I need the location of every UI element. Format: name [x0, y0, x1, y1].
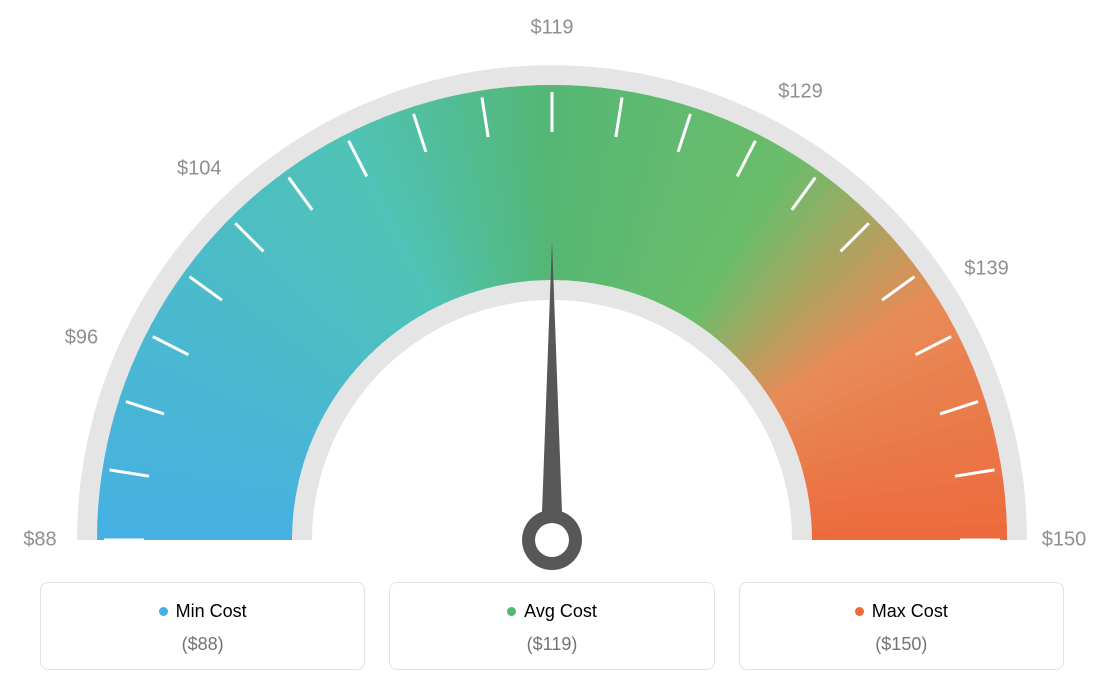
legend-dot-max — [855, 607, 864, 616]
legend-dot-min — [159, 607, 168, 616]
tick-label: $88 — [23, 529, 56, 552]
legend-row: Min Cost ($88) Avg Cost ($119) Max Cost … — [40, 582, 1064, 670]
tick-label: $129 — [778, 81, 823, 104]
gauge-chart: $88 $96 $104 $119 $129 $139 $150 — [0, 0, 1104, 580]
tick-label: $104 — [177, 157, 222, 180]
tick-label: $119 — [530, 17, 573, 40]
legend-value-max: ($150) — [750, 634, 1053, 655]
legend-dot-avg — [507, 607, 516, 616]
legend-card-avg: Avg Cost ($119) — [389, 582, 714, 670]
tick-label: $139 — [964, 258, 1009, 281]
legend-label-max: Max Cost — [872, 601, 948, 622]
legend-value-min: ($88) — [51, 634, 354, 655]
tick-label: $96 — [65, 327, 98, 350]
tick-label: $150 — [1042, 529, 1087, 552]
legend-label-min: Min Cost — [176, 601, 247, 622]
needle-ring-inner — [535, 523, 569, 557]
legend-card-min: Min Cost ($88) — [40, 582, 365, 670]
legend-value-avg: ($119) — [400, 634, 703, 655]
legend-label-avg: Avg Cost — [524, 601, 597, 622]
legend-card-max: Max Cost ($150) — [739, 582, 1064, 670]
